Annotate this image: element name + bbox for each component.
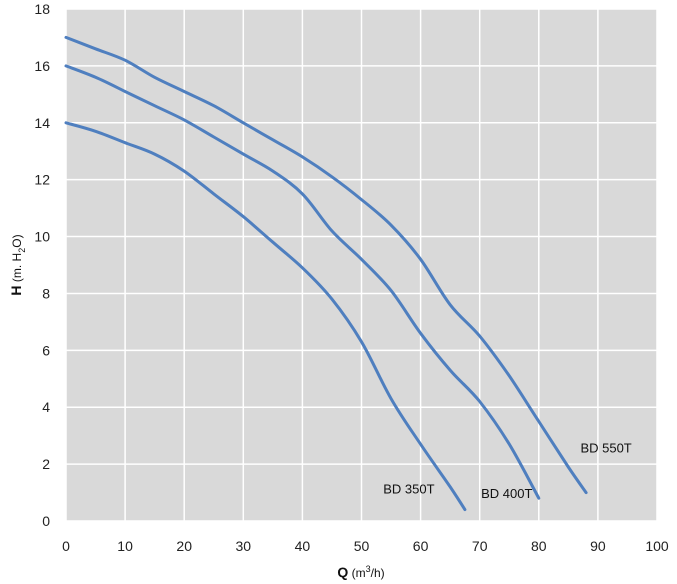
x-tick-label: 40 xyxy=(295,538,311,554)
y-tick-label: 6 xyxy=(42,342,50,358)
x-axis-title: Q (m3/h) xyxy=(337,564,384,580)
series-line-bd-350t xyxy=(64,121,467,512)
series-label-bd-350t: BD 350T xyxy=(383,482,434,497)
y-tick-label: 4 xyxy=(42,399,50,415)
x-tick-label: 20 xyxy=(176,538,192,554)
series-line-bd-400t xyxy=(64,64,541,500)
y-tick-label: 18 xyxy=(34,1,50,17)
x-tick-label: 90 xyxy=(590,538,606,554)
y-tick-label: 8 xyxy=(42,285,50,301)
series-line-bd-550t xyxy=(64,35,588,495)
x-tick-label: 100 xyxy=(645,538,669,554)
x-tick-labels: 0 10 20 30 40 50 60 70 80 90 100 xyxy=(62,538,669,554)
x-tick-label: 60 xyxy=(413,538,429,554)
series-labels: BD 350T BD 400T BD 550T xyxy=(383,441,632,502)
series-label-bd-550t: BD 550T xyxy=(580,441,631,456)
series-lines xyxy=(64,35,588,512)
x-tick-label: 30 xyxy=(236,538,252,554)
y-tick-label: 2 xyxy=(42,456,50,472)
series-label-bd-400t: BD 400T xyxy=(481,486,532,501)
y-axis-title: H (m. H2O) xyxy=(8,234,27,295)
y-tick-label: 16 xyxy=(34,58,50,74)
x-tick-label: 70 xyxy=(472,538,488,554)
x-tick-label: 0 xyxy=(62,538,70,554)
grid-lines xyxy=(65,8,658,522)
y-tick-labels: 0 2 4 6 8 10 12 14 16 18 xyxy=(34,1,50,529)
x-tick-label: 10 xyxy=(117,538,133,554)
x-tick-label: 80 xyxy=(531,538,547,554)
y-tick-label: 10 xyxy=(34,229,50,245)
y-tick-label: 0 xyxy=(42,513,50,529)
y-tick-label: 14 xyxy=(34,115,50,131)
x-tick-label: 50 xyxy=(354,538,370,554)
y-tick-label: 12 xyxy=(34,172,50,188)
